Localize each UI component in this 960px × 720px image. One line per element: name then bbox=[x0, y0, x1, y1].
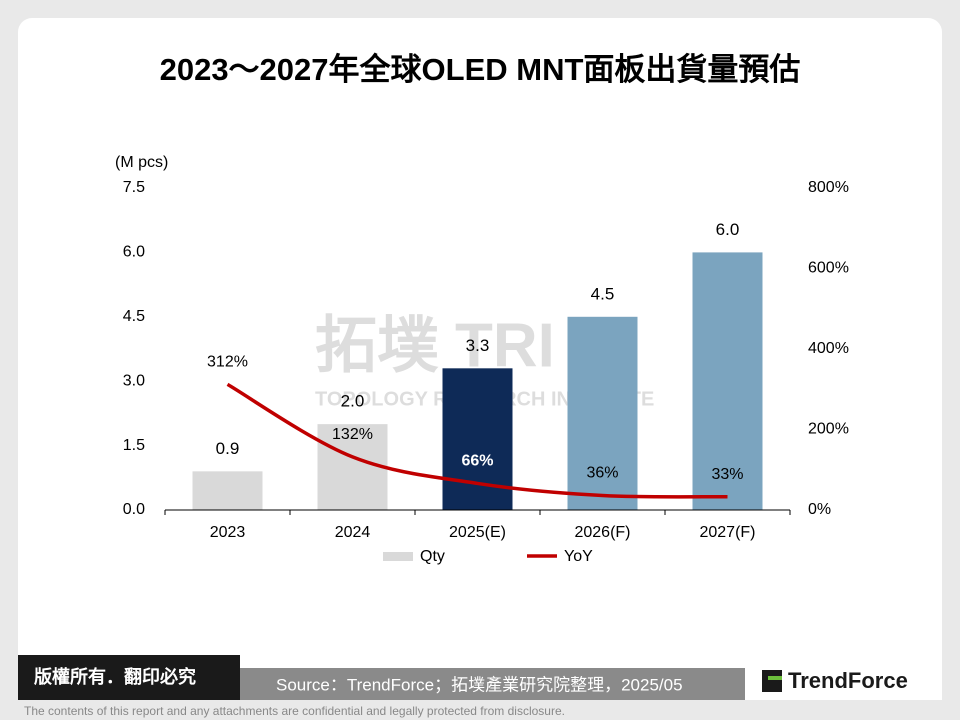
bar-value-label: 0.9 bbox=[216, 439, 240, 458]
y-tick-label: 3.0 bbox=[123, 372, 145, 389]
line bbox=[226, 382, 728, 499]
y2-tick-label: 0% bbox=[808, 501, 831, 518]
line-value-label: 36% bbox=[586, 465, 618, 482]
brand-icon bbox=[762, 670, 782, 692]
panel bbox=[18, 18, 942, 678]
line-value-label: 33% bbox=[711, 466, 743, 483]
x-tick-label: 2023 bbox=[210, 524, 246, 541]
line-value-label: 312% bbox=[207, 354, 248, 371]
legend-label: YoY bbox=[564, 548, 593, 565]
y2-tick-label: 800% bbox=[808, 179, 849, 196]
title: 2023～2027年全球OLED MNT面板出貨量預估 bbox=[160, 52, 801, 87]
y-tick-label: 7.5 bbox=[123, 179, 145, 196]
y-tick-label: 4.5 bbox=[123, 308, 145, 325]
plot: 0.0 1.5 3.0 4.5 6.0 7.5 0% 200% 400% 600% 800% 2023… bbox=[123, 179, 849, 565]
bar bbox=[317, 424, 388, 510]
y-tick-label: 1.5 bbox=[123, 437, 145, 454]
line-value-label: 66% bbox=[461, 453, 493, 470]
bar bbox=[192, 471, 263, 510]
line-value-label: 132% bbox=[332, 426, 373, 443]
legend-swatch bbox=[383, 552, 413, 561]
y2-tick-label: 600% bbox=[808, 260, 849, 277]
bar-value-label: 2.0 bbox=[341, 392, 365, 411]
bar bbox=[692, 252, 763, 510]
y-axis-label: (M pcs) bbox=[115, 154, 168, 171]
disclaimer: The contents of this report and any atta… bbox=[24, 704, 565, 718]
y-tick-label: 6.0 bbox=[123, 244, 145, 261]
brand: TrendForce bbox=[788, 668, 908, 693]
source: Source：TrendForce；拓墣產業研究院整理，2025/05 bbox=[276, 675, 683, 694]
bar-value-label: 3.3 bbox=[466, 336, 490, 355]
y2-tick-label: 400% bbox=[808, 340, 849, 357]
source-band bbox=[240, 668, 745, 700]
logo-area bbox=[745, 640, 942, 700]
bar bbox=[567, 316, 638, 510]
copyright-box bbox=[18, 655, 240, 700]
x-tick-label: 2027(F) bbox=[699, 524, 755, 541]
copyright: 版權所有．翻印必究 bbox=[34, 666, 196, 687]
brand-icon-accent bbox=[768, 676, 782, 680]
x-tick-label: 2024 bbox=[335, 524, 371, 541]
bar-value-label: 6.0 bbox=[716, 220, 740, 239]
x-tick-label: 2025(E) bbox=[449, 524, 506, 541]
y-tick-label: 0.0 bbox=[123, 501, 145, 518]
bar bbox=[442, 368, 513, 510]
legend-label: Qty bbox=[420, 548, 445, 565]
y2-tick-label: 200% bbox=[808, 421, 849, 438]
watermark-logo: 拓墣 bbox=[315, 311, 439, 380]
x-tick-label: 2026(F) bbox=[574, 524, 630, 541]
bar-value-label: 4.5 bbox=[591, 284, 615, 303]
